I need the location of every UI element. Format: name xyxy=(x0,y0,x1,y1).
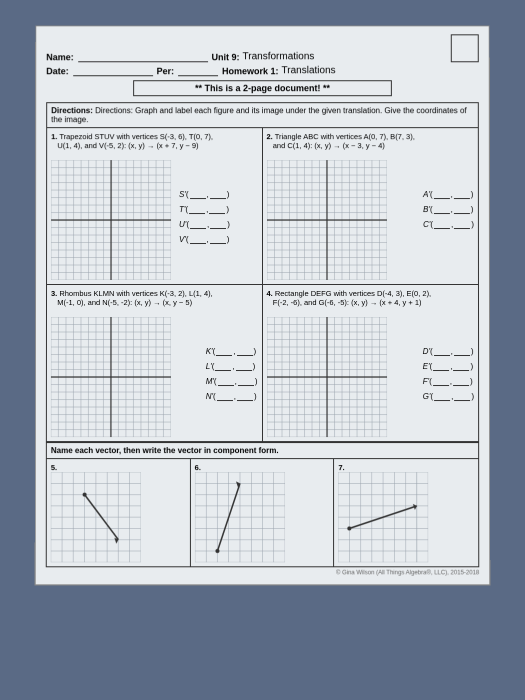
worksheet: Name: Unit 9: Transformations Date: Per:… xyxy=(35,25,491,585)
directions: Directions: Directions: Graph and label … xyxy=(46,102,479,128)
image-label[interactable]: B'(,) xyxy=(423,205,474,214)
hw-label: Homework 1: xyxy=(222,66,278,76)
vector-heading: Name each vector, then write the vector … xyxy=(46,443,479,459)
image-label[interactable]: D'(,) xyxy=(423,347,474,356)
image-label[interactable]: N'(,) xyxy=(206,392,258,401)
problem-text: 4. Rectangle DEFG with vertices D(-4, 3)… xyxy=(266,289,474,313)
per-label: Per: xyxy=(157,66,175,76)
vector-cell: 5. xyxy=(47,459,191,566)
grid-area: A'(,) B'(,) C'(,) xyxy=(266,160,473,280)
vector-cell: 7. xyxy=(334,459,478,566)
name-blank[interactable] xyxy=(78,52,208,62)
hw-title: Translations xyxy=(282,65,336,76)
problem-cell: 2. Triangle ABC with vertices A(0, 7), B… xyxy=(263,128,478,285)
problem-cell: 1. Trapezoid STUV with vertices S(-3, 6)… xyxy=(47,128,262,285)
problem-cell: 3. Rhombus KLMN with vertices K(-3, 2), … xyxy=(47,285,263,442)
problem-text: 2. Triangle ABC with vertices A(0, 7), B… xyxy=(266,132,473,156)
grid-area: K'(,) L'(,) M'(,) N'(,) xyxy=(51,317,258,437)
label-stack: K'(,) L'(,) M'(,) N'(,) xyxy=(206,347,258,401)
date-label: Date: xyxy=(46,66,69,76)
vector-grid xyxy=(195,472,285,562)
vector-grid xyxy=(338,472,428,562)
score-box[interactable] xyxy=(451,34,479,62)
grid-area: D'(,) E'(,) F'(,) G'(,) xyxy=(267,317,475,437)
label-stack: A'(,) B'(,) C'(,) xyxy=(423,190,474,229)
vector-grid xyxy=(51,472,141,562)
image-label[interactable]: K'(,) xyxy=(206,347,258,356)
image-label[interactable]: E'(,) xyxy=(423,362,474,371)
problem-text: 3. Rhombus KLMN with vertices K(-3, 2), … xyxy=(51,289,258,313)
vector-cell: 6. xyxy=(191,459,335,566)
directions-text: Directions: Graph and label each figure … xyxy=(51,106,466,124)
header-row-2: Date: Per: Homework 1: Translations xyxy=(46,65,479,76)
image-label[interactable]: T'(,) xyxy=(179,205,230,214)
problem-cell: 4. Rectangle DEFG with vertices D(-4, 3)… xyxy=(263,285,479,442)
vector-number: 5. xyxy=(51,463,186,472)
date-blank[interactable] xyxy=(73,66,153,76)
name-label: Name: xyxy=(46,52,73,62)
image-label[interactable]: U'(,) xyxy=(179,220,230,229)
image-label[interactable]: C'(,) xyxy=(423,220,474,229)
problem-text: 1. Trapezoid STUV with vertices S(-3, 6)… xyxy=(51,132,257,156)
copyright: © Gina Wilson (All Things Algebra®, LLC)… xyxy=(46,570,480,576)
unit-title: Transformations xyxy=(243,51,315,62)
label-stack: S'(,) T'(,) U'(,) V'(,) xyxy=(179,190,230,244)
banner: ** This is a 2-page document! ** xyxy=(133,80,393,96)
vector-number: 6. xyxy=(195,463,330,472)
unit-label: Unit 9: xyxy=(212,52,240,62)
image-label[interactable]: V'(,) xyxy=(179,235,230,244)
image-label[interactable]: S'(,) xyxy=(179,190,230,199)
image-label[interactable]: G'(,) xyxy=(423,392,474,401)
problems-grid: 1. Trapezoid STUV with vertices S(-3, 6)… xyxy=(46,128,479,443)
header-row-1: Name: Unit 9: Transformations xyxy=(46,34,479,62)
vector-number: 7. xyxy=(338,463,474,472)
image-label[interactable]: F'(,) xyxy=(423,377,474,386)
image-label[interactable]: A'(,) xyxy=(423,190,474,199)
image-label[interactable]: L'(,) xyxy=(206,362,258,371)
per-blank[interactable] xyxy=(178,66,218,76)
grid-area: S'(,) T'(,) U'(,) V'(,) xyxy=(51,160,257,280)
image-label[interactable]: M'(,) xyxy=(206,377,258,386)
label-stack: D'(,) E'(,) F'(,) G'(,) xyxy=(423,347,474,401)
vector-row: 5. 6. 7. xyxy=(46,459,479,567)
